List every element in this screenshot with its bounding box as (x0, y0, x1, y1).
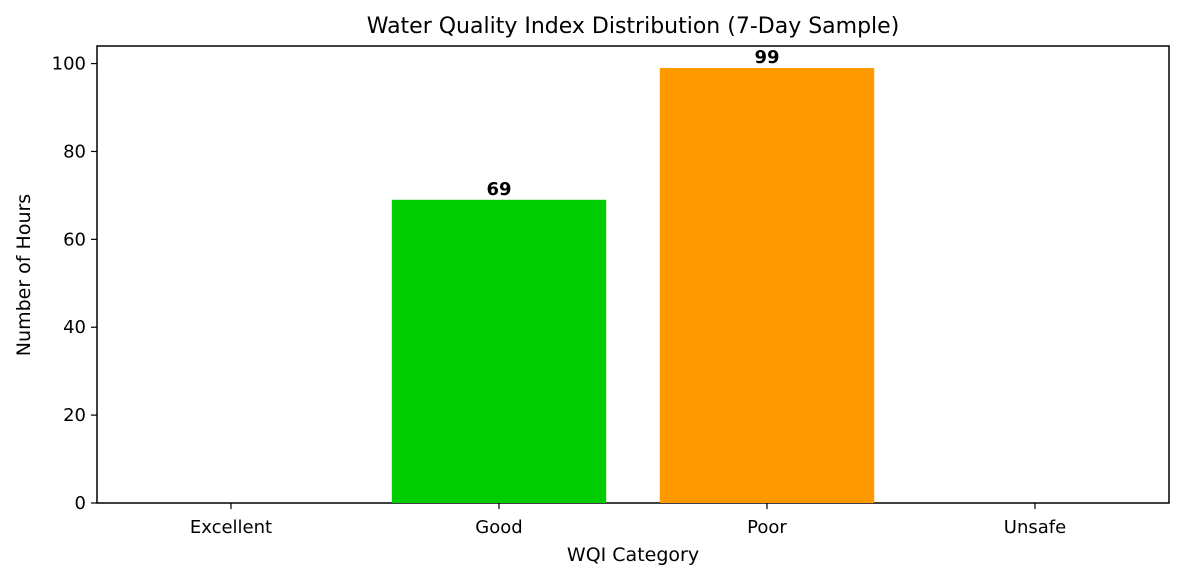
y-tick-label: 20 (63, 405, 86, 426)
value-label-good: 69 (486, 179, 511, 200)
x-axis-ticks: Excellent Good Poor Unsafe (190, 503, 1066, 538)
x-tick-label: Unsafe (1004, 517, 1066, 538)
y-tick-label: 0 (75, 493, 86, 514)
y-tick-label: 40 (63, 317, 86, 338)
y-tick-label: 80 (63, 141, 86, 162)
bar-poor (659, 67, 875, 503)
chart-title: Water Quality Index Distribution (7-Day … (367, 14, 900, 39)
plot-area: 69 99 0 20 40 60 80 100 Excellent Good Poor Unsaf… (52, 45, 1170, 538)
value-labels: 69 99 (486, 47, 779, 200)
x-tick-label: Good (475, 517, 522, 538)
y-tick-label: 60 (63, 229, 86, 250)
bars (391, 67, 875, 503)
y-axis-label: Number of Hours (13, 194, 35, 356)
x-tick-label: Poor (747, 517, 787, 538)
bar-good (391, 199, 607, 503)
x-tick-label: Excellent (190, 517, 272, 538)
y-axis-ticks: 0 20 40 60 80 100 (52, 54, 97, 514)
plot-frame (96, 45, 1170, 504)
value-label-poor: 99 (754, 47, 779, 68)
x-axis-label: WQI Category (567, 544, 699, 566)
y-tick-label: 100 (52, 54, 86, 75)
